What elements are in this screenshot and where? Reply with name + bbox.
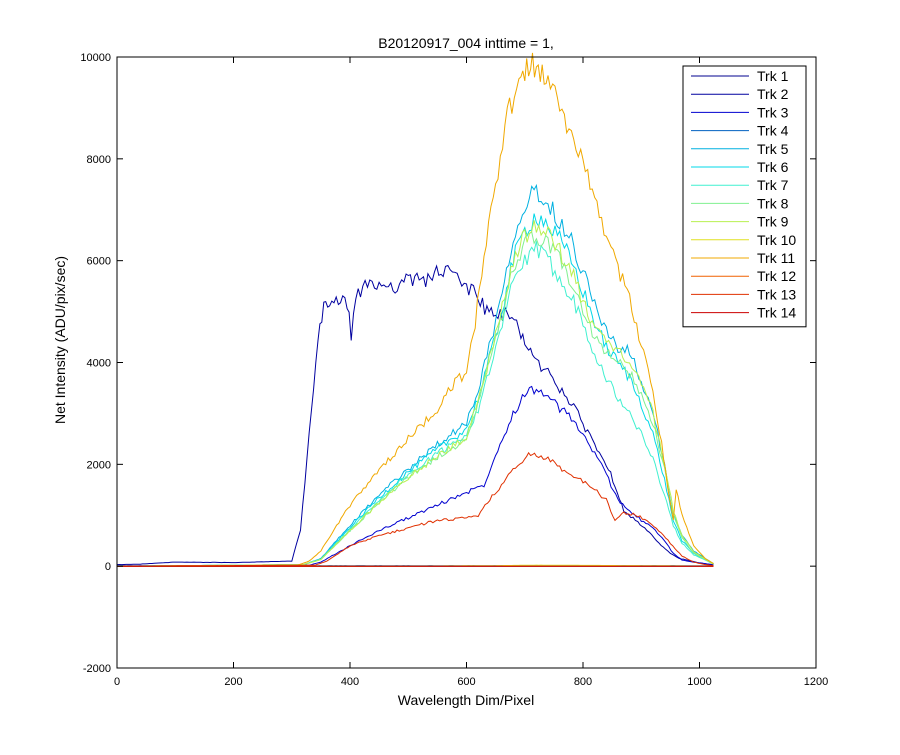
legend-label: Trk 8 — [757, 195, 789, 211]
legend-label: Trk 9 — [757, 214, 789, 230]
x-tick-label: 800 — [574, 676, 592, 688]
x-tick-label: 1200 — [804, 676, 828, 688]
legend-label: Trk 13 — [757, 286, 796, 302]
y-tick-label: 8000 — [87, 154, 111, 166]
legend-label: Trk 2 — [757, 86, 789, 102]
legend: Trk 1 Trk 2 Trk 3 Trk 4 Trk 5 Trk 6 Trk 7 Trk 8… — [683, 66, 806, 327]
legend-label: Trk 10 — [757, 232, 796, 248]
legend-label: Trk 12 — [757, 268, 796, 284]
legend-label: Trk 11 — [757, 250, 795, 266]
x-tick-label: 400 — [341, 676, 359, 688]
y-tick-label: -2000 — [83, 663, 111, 675]
legend-label: Trk 5 — [757, 141, 789, 157]
y-tick-label: 2000 — [87, 459, 111, 471]
legend-label: Trk 3 — [757, 104, 789, 120]
chart-title: B20120917_004 inttime = 1, — [378, 35, 554, 51]
legend-label: Trk 6 — [757, 159, 789, 175]
y-tick-label: 4000 — [87, 358, 111, 370]
y-tick-label: 0 — [105, 561, 111, 573]
legend-label: Trk 4 — [757, 123, 789, 139]
x-axis-label: Wavelength Dim/Pixel — [398, 692, 534, 708]
x-tick-label: 600 — [457, 676, 475, 688]
legend-label: Trk 7 — [757, 177, 789, 193]
legend-label: Trk 1 — [757, 68, 789, 84]
y-tick-label: 6000 — [87, 256, 111, 268]
legend-label: Trk 14 — [757, 305, 796, 321]
x-tick-label: 1000 — [687, 676, 711, 688]
y-tick-label: 10000 — [80, 52, 111, 64]
y-axis-label: Net Intensity (ADU/pix/sec) — [52, 256, 68, 424]
x-tick-label: 200 — [224, 676, 242, 688]
x-tick-label: 0 — [114, 676, 120, 688]
